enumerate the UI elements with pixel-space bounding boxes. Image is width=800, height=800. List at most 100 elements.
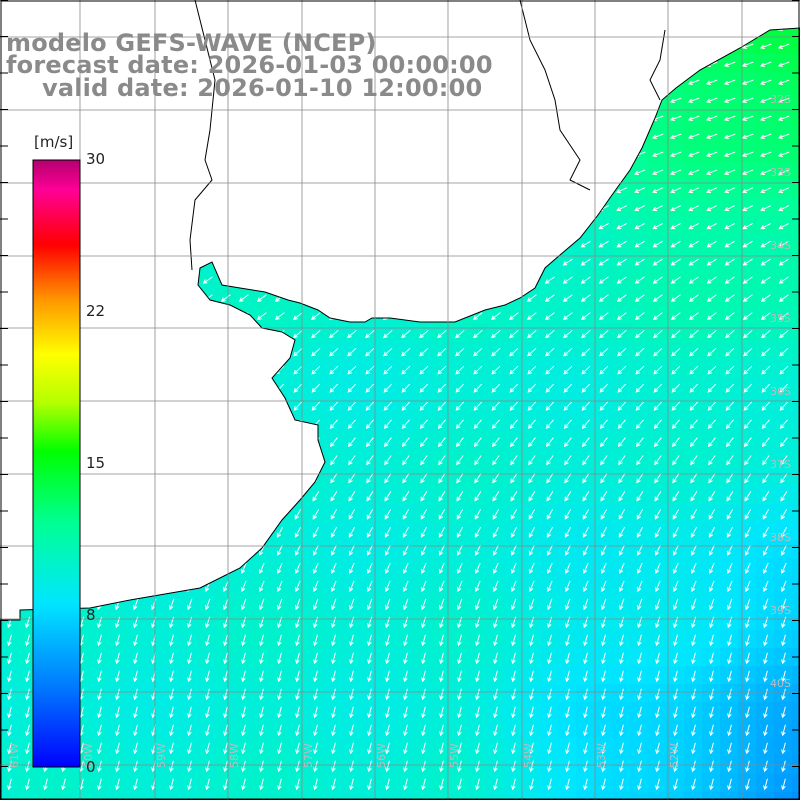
wind-speed-cell <box>378 450 397 469</box>
wind-vector-arrow <box>384 508 392 520</box>
wind-vector-arrow <box>672 562 679 574</box>
wind-vector-arrow <box>633 61 646 67</box>
wind-speed-cell <box>504 648 523 667</box>
wind-vector-arrow <box>725 437 734 448</box>
wind-speed-cell <box>738 162 757 181</box>
wind-speed-cell <box>468 360 487 379</box>
wind-vector-arrow <box>7 724 12 737</box>
wind-vector-arrow <box>489 28 502 31</box>
wind-speed-cell <box>720 684 739 703</box>
wind-vector-arrow <box>417 133 430 139</box>
wind-vector-arrow <box>113 401 123 411</box>
wind-speed-cell <box>774 432 793 451</box>
wind-speed-cell <box>594 0 613 19</box>
wind-speed-cell <box>720 198 739 217</box>
wind-speed-cell <box>414 396 433 415</box>
wind-speed-cell <box>252 126 271 145</box>
wind-speed-cell <box>108 522 127 541</box>
wind-vector-arrow <box>652 222 664 230</box>
wind-vector-arrow <box>349 670 354 683</box>
wind-speed-cell <box>756 90 775 109</box>
wind-vector-arrow <box>545 383 555 393</box>
wind-vector-arrow <box>97 742 102 755</box>
wind-speed-cell <box>198 738 217 757</box>
wind-vector-arrow <box>277 706 282 719</box>
wind-vector-arrow <box>403 706 408 719</box>
wind-speed-cell <box>756 702 775 721</box>
wind-speed-cell <box>126 468 145 487</box>
wind-speed-cell <box>666 396 685 415</box>
wind-vector-arrow <box>583 742 588 755</box>
wind-vector-arrow <box>312 491 320 502</box>
wind-vector-arrow <box>619 580 625 593</box>
wind-speed-cell <box>684 666 703 685</box>
wind-vector-arrow <box>421 742 426 755</box>
wind-speed-cell <box>450 702 469 721</box>
wind-speed-cell <box>594 216 613 235</box>
wind-vector-arrow <box>706 258 717 266</box>
wind-vector-arrow <box>672 455 680 466</box>
wind-vector-arrow <box>544 312 555 321</box>
wind-speed-cell <box>198 576 217 595</box>
wind-speed-cell <box>756 576 775 595</box>
wind-speed-cell <box>792 792 800 800</box>
wind-vector-arrow <box>689 365 699 375</box>
wind-vector-arrow <box>220 240 231 248</box>
wind-vector-arrow <box>239 365 249 375</box>
wind-speed-cell <box>720 252 739 271</box>
wind-speed-cell <box>504 756 523 775</box>
wind-vector-arrow <box>689 347 699 357</box>
wind-speed-cell <box>792 756 800 775</box>
wind-vector-arrow <box>367 760 372 773</box>
wind-vector-arrow <box>148 240 159 248</box>
wind-vector-arrow <box>708 526 716 538</box>
wind-speed-cell <box>252 792 271 800</box>
wind-speed-cell <box>666 324 685 343</box>
wind-vector-arrow <box>760 312 771 321</box>
wind-speed-cell <box>270 252 289 271</box>
wind-vector-arrow <box>637 778 642 791</box>
wind-vector-arrow <box>256 258 267 266</box>
wind-vector-arrow <box>474 473 482 484</box>
wind-speed-cell <box>18 738 37 757</box>
wind-speed-cell <box>378 342 397 361</box>
wind-vector-arrow <box>491 419 500 429</box>
wind-speed-cell <box>594 28 613 37</box>
wind-speed-cell <box>540 306 559 325</box>
wind-speed-cell <box>216 414 235 433</box>
wind-speed-cell <box>126 756 145 775</box>
wind-vector-arrow <box>166 258 177 266</box>
wind-vector-arrow <box>669 115 682 121</box>
wind-vector-arrow <box>365 365 375 375</box>
wind-speed-cell <box>738 684 757 703</box>
wind-vector-arrow <box>527 347 537 357</box>
wind-speed-cell <box>450 684 469 703</box>
wind-speed-cell <box>306 666 325 685</box>
wind-speed-cell <box>378 144 397 163</box>
wind-speed-cell <box>540 792 559 800</box>
wind-speed-cell <box>360 108 379 127</box>
wind-vector-arrow <box>599 383 609 393</box>
wind-speed-cell <box>126 702 145 721</box>
wind-speed-cell <box>18 630 37 649</box>
wind-speed-cell <box>756 594 775 613</box>
title-valid-date: valid date: 2026-01-10 12:00:00 <box>42 74 483 102</box>
wind-vector-arrow <box>617 365 627 375</box>
wind-speed-cell <box>792 126 800 145</box>
wind-vector-arrow <box>364 240 375 248</box>
wind-vector-arrow <box>653 419 662 429</box>
wind-vector-arrow <box>259 670 264 683</box>
wind-speed-cell <box>0 792 19 800</box>
lat-label: 34S <box>770 239 791 252</box>
wind-vector-arrow <box>293 347 303 357</box>
wind-vector-arrow <box>131 330 141 339</box>
wind-speed-cell <box>468 774 487 793</box>
wind-speed-cell <box>648 720 667 739</box>
wind-speed-cell <box>72 792 91 800</box>
wind-speed-cell <box>486 540 505 559</box>
wind-vector-arrow <box>147 133 160 139</box>
wind-vector-arrow <box>23 347 33 357</box>
wind-speed-cell <box>144 288 163 307</box>
wind-speed-cell <box>378 792 397 800</box>
